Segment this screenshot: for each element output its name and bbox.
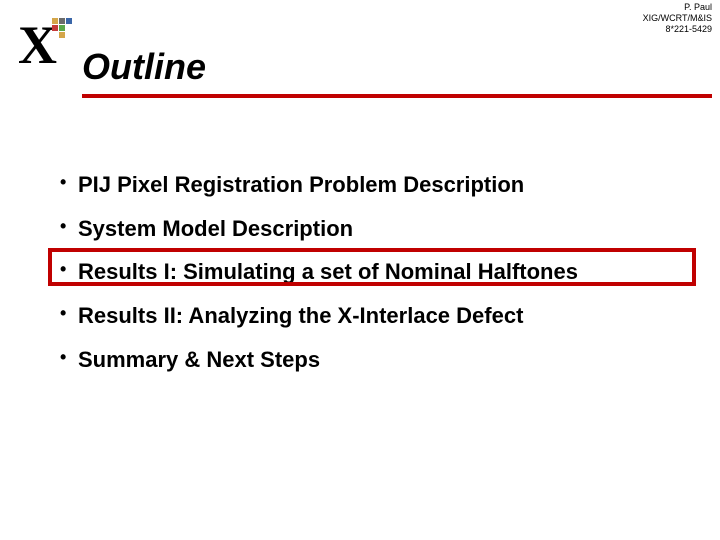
logo-pixel: [66, 32, 72, 38]
bullet-item: System Model Description: [60, 214, 700, 244]
header-line1: P. Paul: [643, 2, 712, 13]
logo-pixel: [59, 32, 65, 38]
bullet-text: Summary & Next Steps: [78, 347, 320, 372]
logo-pixel: [52, 25, 58, 31]
logo-pixel-grid: [52, 18, 72, 38]
header-info: P. Paul XIG/WCRT/M&IS 8*221-5429: [643, 2, 712, 34]
bullet-item: Results I: Simulating a set of Nominal H…: [60, 257, 700, 287]
logo-pixel: [59, 25, 65, 31]
logo-pixel: [52, 18, 58, 24]
logo-pixel: [59, 18, 65, 24]
logo-pixel: [52, 32, 58, 38]
bullet-item: Results II: Analyzing the X-Interlace De…: [60, 301, 700, 331]
xerox-logo: X: [18, 18, 66, 74]
bullet-text: Results II: Analyzing the X-Interlace De…: [78, 303, 523, 328]
logo-pixel: [66, 18, 72, 24]
header-line2: XIG/WCRT/M&IS: [643, 13, 712, 24]
bullet-text: PIJ Pixel Registration Problem Descripti…: [78, 172, 524, 197]
header-line3: 8*221-5429: [643, 24, 712, 35]
bullet-item: PIJ Pixel Registration Problem Descripti…: [60, 170, 700, 200]
title-underline: [82, 94, 712, 98]
bullet-text: System Model Description: [78, 216, 353, 241]
bullet-list: PIJ Pixel Registration Problem Descripti…: [60, 170, 700, 388]
slide-title: Outline: [82, 46, 206, 88]
logo-pixel: [66, 25, 72, 31]
bullet-item: Summary & Next Steps: [60, 345, 700, 375]
bullet-text: Results I: Simulating a set of Nominal H…: [78, 259, 578, 284]
